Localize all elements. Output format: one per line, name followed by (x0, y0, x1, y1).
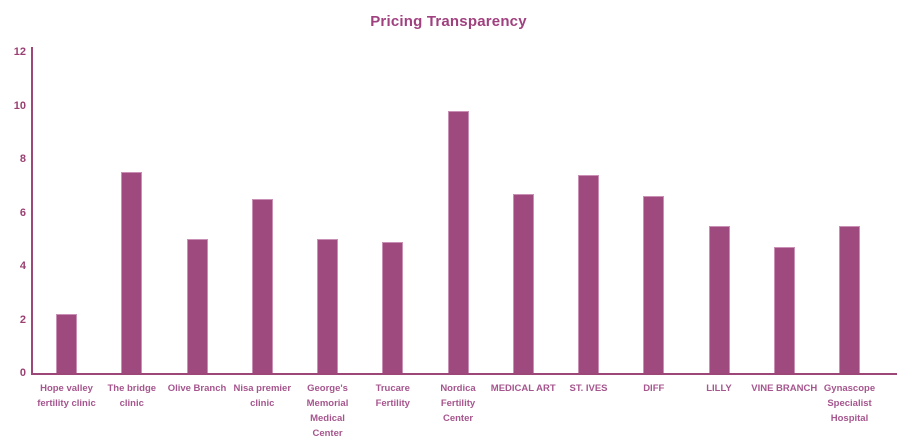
x-axis-line (31, 373, 897, 375)
bar (773, 247, 795, 373)
bar (251, 199, 273, 373)
x-category-label: Nordica Fertility Center (440, 383, 476, 424)
bar (382, 241, 404, 373)
y-tick-label: 8 (19, 153, 26, 165)
bar (121, 172, 143, 373)
bar (578, 175, 599, 373)
bar (839, 225, 860, 373)
y-tick-label: 12 (13, 46, 26, 58)
bar (643, 196, 665, 373)
x-category-label: George's Memorial Medical Center (306, 383, 349, 439)
y-tick-label: 6 (19, 206, 26, 219)
y-tick-label: 0 (19, 367, 26, 379)
y-tick-label: 10 (13, 99, 26, 112)
x-category-label: ST. IVES (569, 383, 608, 394)
x-category-label: VINE BRANCH (751, 383, 818, 394)
bar (447, 110, 469, 373)
y-tick-label: 4 (19, 260, 26, 272)
y-tick-label: 2 (19, 313, 26, 326)
x-category-label: Hope valley fertility clinic (37, 383, 96, 409)
bar (56, 314, 77, 373)
x-category-label: Olive Branch (167, 383, 227, 394)
chart-title: Pricing Transparency (370, 13, 527, 30)
x-category-label: DIFF (643, 383, 665, 394)
bar (186, 239, 208, 373)
x-category-label: Trucare Fertility (375, 383, 410, 409)
bar (317, 239, 338, 373)
bar (708, 225, 730, 373)
y-axis-line (31, 47, 33, 375)
x-category-label: LILLY (706, 383, 732, 394)
x-category-label: Nisa premier clinic (233, 383, 292, 409)
x-category-label: MEDICAL ART (490, 383, 556, 394)
bar (512, 193, 534, 373)
x-category-label: The bridge clinic (107, 383, 157, 409)
x-category-label: Gynascope Specialist Hospital (823, 383, 876, 424)
